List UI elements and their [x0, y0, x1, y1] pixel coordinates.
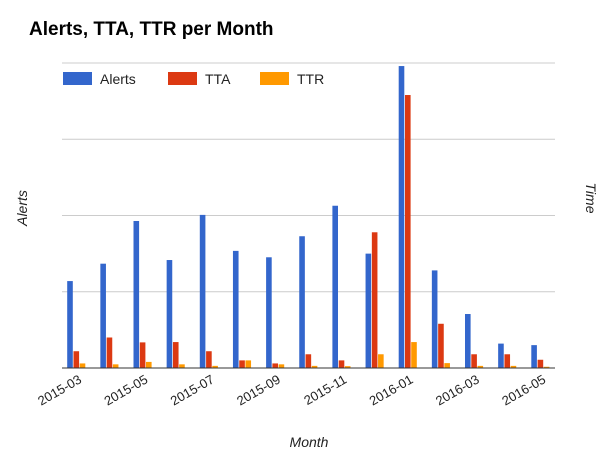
legend-label-ttr: TTR [297, 71, 324, 87]
bar-group-2015-09 [266, 257, 285, 368]
bar-alerts-2015-10[interactable] [299, 236, 305, 368]
bar-ttr-2016-03[interactable] [477, 365, 484, 368]
bar-group-2015-10 [299, 236, 318, 368]
bar-group-2015-07 [199, 214, 218, 368]
bar-group-2015-11 [332, 205, 351, 369]
bar-ttr-2016-02[interactable] [444, 363, 450, 368]
bar-alerts-2016-04[interactable] [498, 343, 504, 368]
bar-tta-2016-04[interactable] [504, 354, 511, 368]
bar-ttr-2015-05[interactable] [146, 361, 152, 368]
bar-alerts-2016-01[interactable] [398, 66, 405, 369]
bar-tta-2016-02[interactable] [438, 323, 444, 368]
x-tick-label: 2015-07 [168, 372, 217, 409]
bar-tta-2015-06[interactable] [172, 342, 179, 368]
bar-alerts-2015-06[interactable] [166, 260, 173, 368]
x-tick-label: 2015-05 [101, 372, 150, 409]
bar-ttr-2015-07[interactable] [212, 365, 218, 368]
y-axis-title: Alerts [14, 190, 30, 227]
x-tick-label: 2016-05 [499, 372, 548, 409]
bar-alerts-2015-12[interactable] [365, 253, 372, 369]
x-tick-label: 2015-03 [35, 372, 84, 409]
bar-alerts-2015-03[interactable] [67, 281, 73, 368]
bar-group-2016-05 [531, 345, 550, 369]
bar-alerts-2015-09[interactable] [266, 257, 272, 368]
bar-alerts-2015-07[interactable] [199, 214, 206, 368]
legend-swatch-ttr [260, 72, 289, 85]
bar-group-2015-04 [100, 263, 119, 369]
bar-tta-2015-08[interactable] [239, 360, 245, 369]
bar-ttr-2015-03[interactable] [79, 363, 86, 368]
bar-tta-2015-07[interactable] [206, 351, 212, 368]
bar-ttr-2015-08[interactable] [245, 360, 252, 369]
bar-alerts-2015-11[interactable] [332, 205, 338, 368]
bar-group-2016-01 [398, 66, 417, 369]
bar-tta-2015-03[interactable] [73, 351, 80, 368]
bar-group-2016-02 [431, 270, 450, 368]
bar-alerts-2015-04[interactable] [100, 263, 106, 368]
bar-group-2015-08 [232, 250, 252, 369]
bar-alerts-2016-03[interactable] [465, 314, 471, 368]
bar-alerts-2016-05[interactable] [531, 345, 537, 369]
legend-label-alerts: Alerts [100, 71, 136, 87]
x-tick-label: 2016-01 [367, 372, 416, 409]
bar-tta-2015-05[interactable] [139, 342, 146, 368]
bar-tta-2015-11[interactable] [338, 360, 345, 369]
bar-alerts-2015-08[interactable] [232, 250, 239, 368]
legend-label-tta: TTA [205, 71, 231, 87]
bar-ttr-2015-04[interactable] [112, 364, 119, 368]
bar-tta-2015-12[interactable] [371, 232, 378, 368]
legend-swatch-alerts [63, 72, 92, 85]
legend-swatch-tta [168, 72, 197, 85]
bar-group-2016-03 [465, 314, 484, 368]
bar-tta-2015-09[interactable] [272, 363, 278, 368]
bar-ttr-2015-12[interactable] [378, 354, 384, 368]
bar-group-2015-03 [67, 281, 86, 368]
bar-ttr-2015-11[interactable] [344, 366, 351, 368]
legend-item-ttr[interactable]: TTR [260, 71, 324, 87]
x-tick-labels: 2015-03 2015-05 2015-07 2015-09 2015-11 2016-… [35, 372, 548, 409]
y2-axis-title: Time [583, 183, 597, 214]
bar-tta-2016-01[interactable] [405, 95, 411, 369]
bar-tta-2016-03[interactable] [471, 354, 477, 368]
bar-group-2016-04 [498, 343, 517, 368]
gridlines [62, 62, 555, 293]
legend-item-tta[interactable]: TTA [168, 71, 231, 87]
bar-ttr-2016-01[interactable] [411, 342, 417, 368]
bar-tta-2016-05[interactable] [537, 359, 544, 368]
bar-tta-2015-10[interactable] [305, 354, 312, 368]
x-tick-label: 2015-11 [301, 372, 349, 408]
bars [67, 66, 550, 369]
legend: Alerts TTA TTR [63, 71, 324, 87]
bar-ttr-2016-05[interactable] [543, 366, 550, 368]
bar-group-2015-06 [166, 260, 185, 368]
x-tick-label: 2016-03 [433, 372, 482, 409]
x-axis-title: Month [290, 434, 329, 450]
bar-ttr-2016-04[interactable] [510, 365, 517, 368]
bar-group-2015-12 [365, 232, 384, 369]
bar-alerts-2016-02[interactable] [431, 270, 438, 368]
bar-ttr-2015-06[interactable] [179, 364, 185, 368]
bar-ttr-2015-10[interactable] [311, 365, 318, 368]
bar-ttr-2015-09[interactable] [278, 364, 285, 368]
bar-alerts-2015-05[interactable] [133, 220, 140, 368]
bar-group-2015-05 [133, 220, 152, 368]
legend-item-alerts[interactable]: Alerts [63, 71, 136, 87]
chart-title: Alerts, TTA, TTR per Month [29, 19, 274, 40]
bar-tta-2015-04[interactable] [106, 337, 113, 369]
x-tick-label: 2015-09 [234, 372, 283, 409]
